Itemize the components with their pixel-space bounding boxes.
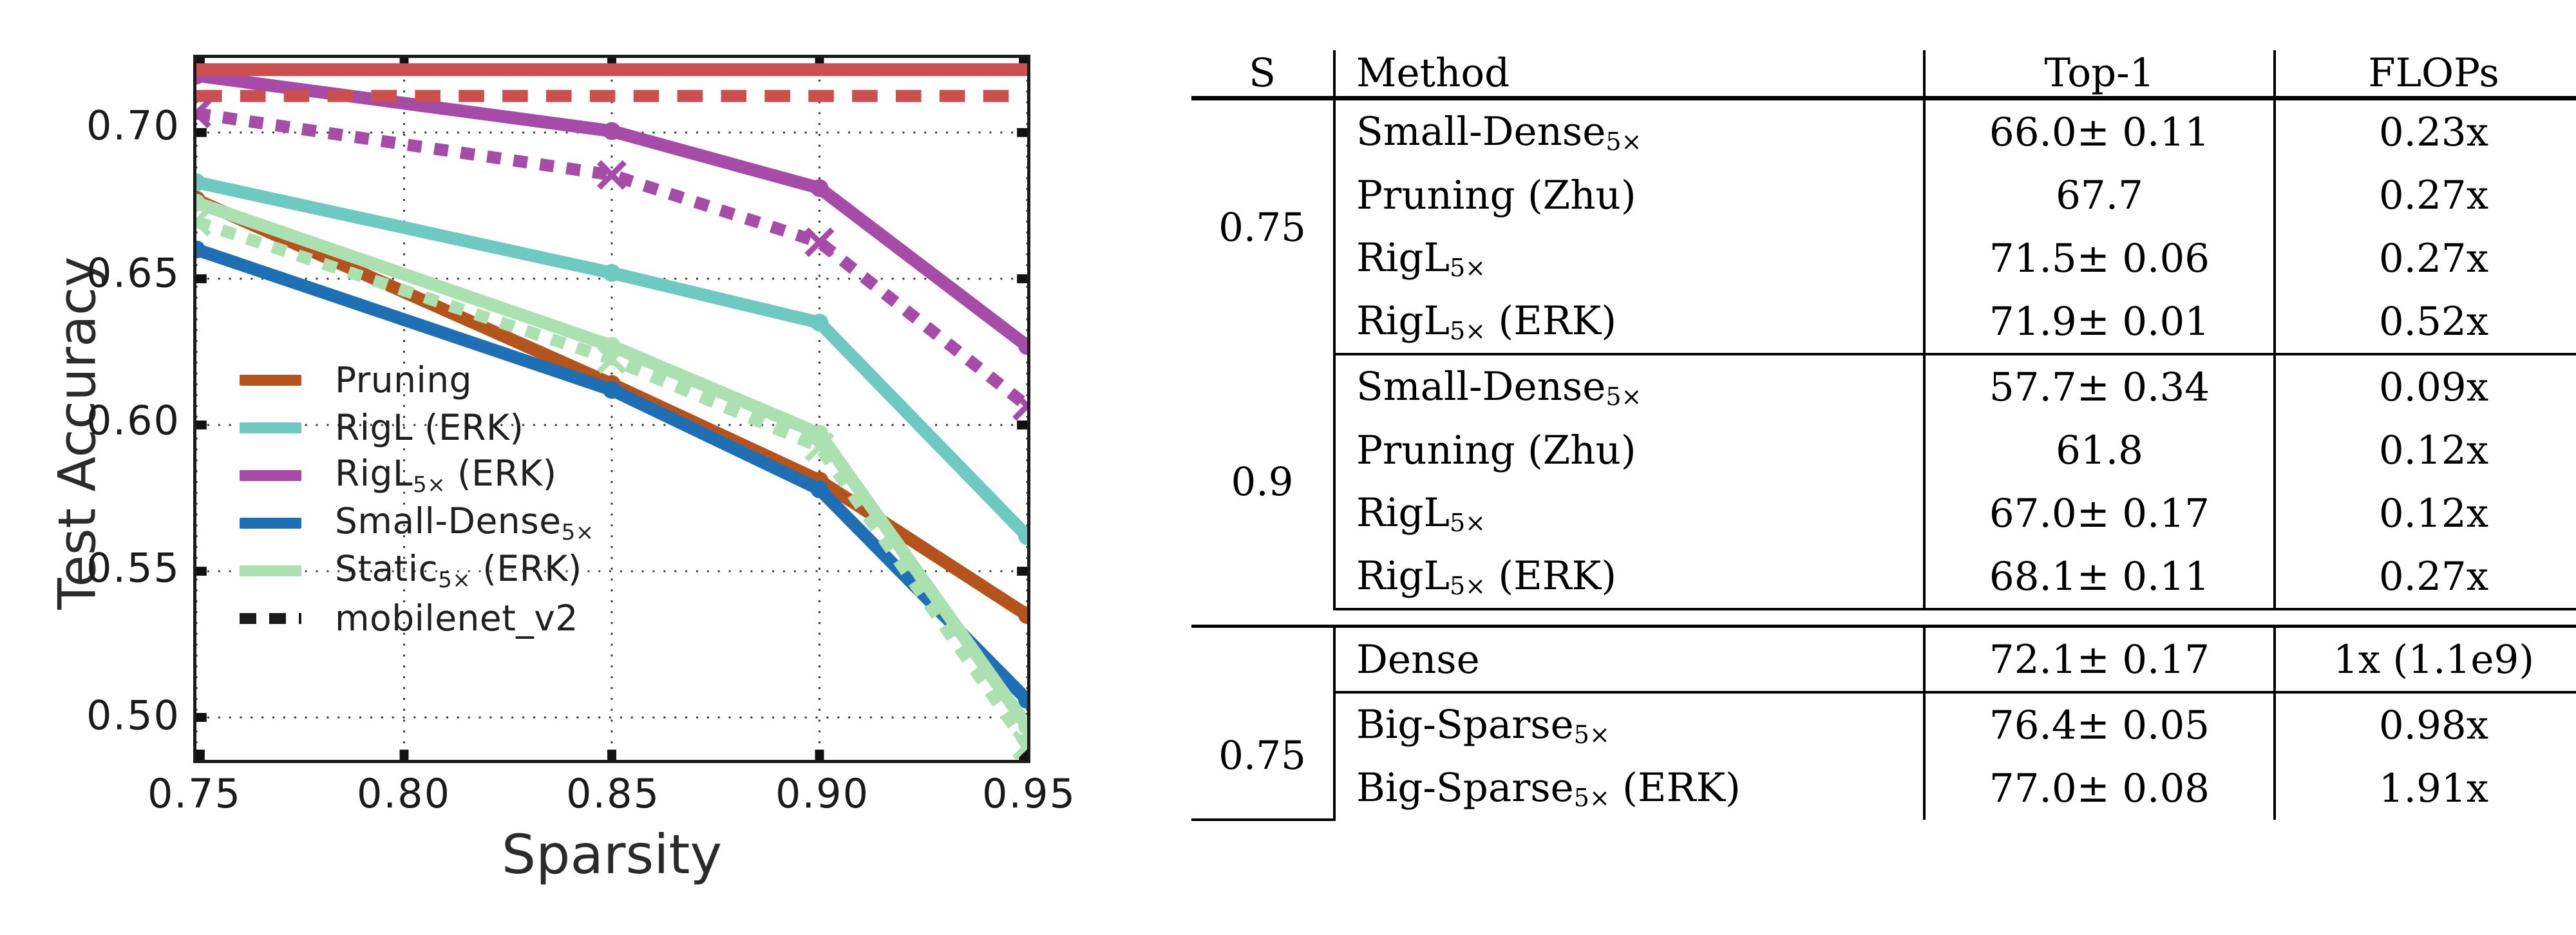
cell-flops: 0.12x bbox=[2273, 419, 2576, 482]
cell-method: Pruning (Zhu) bbox=[1333, 164, 1924, 227]
plot-svg bbox=[196, 58, 1027, 760]
column-header-flops: FLOPs bbox=[2273, 50, 2576, 100]
cell-flops: 0.27x bbox=[2273, 164, 2576, 227]
x-tick-label-1: 0.80 bbox=[356, 770, 451, 817]
legend-swatch-small-dense5x bbox=[240, 517, 301, 529]
y-tick-label-4: 0.50 bbox=[86, 692, 180, 739]
cell-flops: 0.27x bbox=[2273, 545, 2576, 610]
cell-top1: 57.7± 0.34 bbox=[1923, 354, 2275, 419]
cell-top1: 67.7 bbox=[1923, 164, 2275, 227]
cell-method: RigL5× bbox=[1333, 227, 1924, 290]
legend-label-pruning: Pruning bbox=[335, 359, 473, 401]
x-axis-label: Sparsity bbox=[501, 823, 723, 886]
cell-flops: 1x (1.1e9) bbox=[2273, 626, 2576, 694]
legend-swatch-pruning bbox=[240, 374, 301, 386]
results-table: S Method Top-1 FLOPs 0.75 Small-Dense5× 66… bbox=[1191, 50, 2576, 821]
cell-top1: 71.9± 0.01 bbox=[1923, 290, 2275, 355]
cell-flops: 0.98x bbox=[2273, 692, 2576, 757]
cell-flops: 0.52x bbox=[2273, 290, 2576, 355]
cell-flops: 0.23x bbox=[2273, 98, 2576, 164]
legend-item-rigl-erk[interactable]: RigL (ERK) bbox=[240, 404, 652, 451]
cell-method: Small-Dense5× bbox=[1333, 98, 1924, 164]
legend-label-small-dense5x: Small-Dense5× bbox=[335, 500, 594, 545]
legend-item-pruning[interactable]: Pruning bbox=[240, 356, 652, 404]
cell-sparsity: 0.9 bbox=[1231, 458, 1294, 505]
table-separator bbox=[1191, 609, 2576, 628]
cell-method: Small-Dense5× bbox=[1333, 354, 1924, 419]
table-row: RigL5× 71.5± 0.06 0.27x bbox=[1191, 227, 2576, 290]
column-header-top1: Top-1 bbox=[1923, 50, 2275, 100]
y-tick-label-3: 0.55 bbox=[86, 544, 180, 592]
y-tick-label-1: 0.65 bbox=[86, 249, 180, 297]
cell-top1: 66.0± 0.11 bbox=[1923, 98, 2275, 164]
cell-method: Big-Sparse5× bbox=[1333, 692, 1924, 757]
legend-label-static5x-erk: Static5× (ERK) bbox=[335, 548, 582, 593]
separator-rule bbox=[1191, 609, 2576, 628]
cell-sparsity bbox=[1191, 627, 1334, 693]
cell-method: Big-Sparse5× (ERK) bbox=[1333, 757, 1924, 820]
cell-sparsity: 0.75 bbox=[1218, 204, 1306, 250]
table-body: 0.75 Small-Dense5× 66.0± 0.11 0.23x Pruning … bbox=[1191, 98, 2576, 821]
series-lines bbox=[196, 63, 1027, 760]
y-tick-label-2: 0.60 bbox=[86, 397, 180, 444]
cell-top1: 77.0± 0.08 bbox=[1923, 757, 2275, 820]
legend-item-rigl5x-erk[interactable]: RigL5× (ERK) bbox=[240, 451, 652, 499]
x-tick-label-3: 0.90 bbox=[775, 770, 870, 817]
cell-top1: 71.5± 0.06 bbox=[1923, 227, 2275, 290]
table-row: 0.75 Small-Dense5× 66.0± 0.11 0.23x bbox=[1191, 98, 2576, 250]
table-row: 0.9 Small-Dense5× 57.7± 0.34 0.09x bbox=[1191, 354, 2576, 505]
table-header: S Method Top-1 FLOPs bbox=[1191, 50, 2576, 100]
legend-label-mobilenet-v2: mobilenet_v2 bbox=[335, 598, 578, 639]
table-row: RigL5× 67.0± 0.17 0.12x bbox=[1191, 482, 2576, 545]
table-row: RigL5× (ERK) 68.1± 0.11 0.27x bbox=[1191, 545, 2576, 610]
legend-label-rigl5x-erk: RigL5× (ERK) bbox=[335, 453, 557, 498]
legend-item-static5x-erk[interactable]: Static5× (ERK) bbox=[240, 547, 652, 594]
cell-method: RigL5× bbox=[1333, 482, 1924, 545]
x-tick-label-0: 0.75 bbox=[147, 770, 242, 817]
cell-flops: 0.12x bbox=[2273, 482, 2576, 545]
chart-legend: Pruning RigL (ERK) RigL5× (ERK) Small-De… bbox=[240, 356, 652, 642]
cell-top1: 68.1± 0.11 bbox=[1923, 545, 2275, 610]
cell-method: RigL5× (ERK) bbox=[1333, 290, 1924, 355]
cell-top1: 76.4± 0.05 bbox=[1923, 692, 2275, 757]
cell-method: RigL5× (ERK) bbox=[1333, 545, 1924, 610]
cell-top1: 61.8 bbox=[1923, 419, 2275, 482]
legend-swatch-static5x-erk bbox=[240, 565, 301, 576]
results-table-panel: S Method Top-1 FLOPs 0.75 Small-Dense5× 66… bbox=[1191, 50, 2576, 821]
line-chart-panel: Test Accuracy 0.70 0.65 0.60 0.55 0.50 0… bbox=[0, 0, 1159, 935]
table-row: Pruning (Zhu) 67.7 0.27x bbox=[1191, 164, 2576, 227]
legend-item-small-dense5x[interactable]: Small-Dense5× bbox=[240, 499, 652, 547]
y-tick-label-0: 0.70 bbox=[86, 102, 180, 149]
table-row: Dense 72.1± 0.17 1x (1.1e9) bbox=[1191, 626, 2576, 694]
cell-flops: 1.91x bbox=[2273, 757, 2576, 820]
legend-item-mobilenet-v2[interactable]: mobilenet_v2 bbox=[240, 594, 652, 642]
plot-area bbox=[193, 55, 1030, 763]
x-tick-label-4: 0.95 bbox=[981, 770, 1077, 817]
legend-label-rigl-erk: RigL (ERK) bbox=[335, 407, 524, 448]
table-row: Big-Sparse5× (ERK) 77.0± 0.08 1.91x bbox=[1191, 757, 2576, 820]
x-tick-label-2: 0.85 bbox=[565, 770, 661, 817]
column-header-method: Method bbox=[1333, 50, 1924, 100]
cell-top1: 67.0± 0.17 bbox=[1923, 482, 2275, 545]
legend-swatch-rigl5x-erk bbox=[240, 469, 301, 481]
legend-swatch-rigl-erk bbox=[240, 422, 301, 433]
cell-flops: 0.27x bbox=[2273, 227, 2576, 290]
column-header-s: S bbox=[1191, 50, 1334, 100]
table-header-row: S Method Top-1 FLOPs bbox=[1191, 50, 2576, 100]
cell-flops: 0.09x bbox=[2273, 354, 2576, 419]
cell-method: Pruning (Zhu) bbox=[1333, 419, 1924, 482]
cell-top1: 72.1± 0.17 bbox=[1923, 626, 2275, 694]
table-row: Pruning (Zhu) 61.8 0.12x bbox=[1191, 419, 2576, 482]
cell-method: Dense bbox=[1333, 626, 1924, 694]
table-row: RigL5× (ERK) 71.9± 0.01 0.52x bbox=[1191, 290, 2576, 355]
legend-swatch-mobilenet-v2 bbox=[240, 612, 301, 624]
cell-sparsity: 0.75 bbox=[1191, 692, 1334, 821]
table-row: 0.75 Big-Sparse5× 76.4± 0.05 0.98x bbox=[1191, 692, 2576, 821]
